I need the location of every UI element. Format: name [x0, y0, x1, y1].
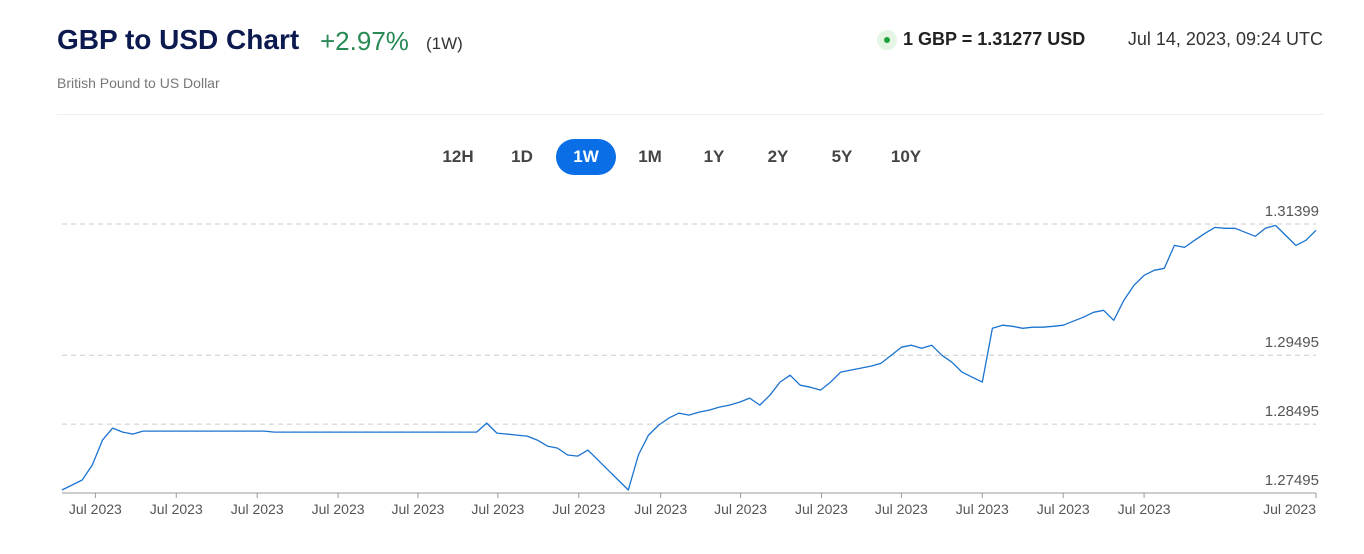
x-tick-label: Jul 2023: [795, 501, 848, 517]
range-tab[interactable]: 1M: [638, 147, 662, 166]
y-tick-label: 1.29495: [1265, 334, 1319, 351]
price-line: [61, 224, 1317, 491]
y-tick-label: 1.27495: [1265, 472, 1319, 489]
x-tick-label: Jul 2023: [552, 501, 605, 517]
period: (1W): [426, 34, 463, 53]
x-tick-label: Jul 2023: [634, 501, 687, 517]
x-tick-label: Jul 2023: [231, 501, 284, 517]
range-tab[interactable]: 1D: [511, 147, 533, 166]
range-tab[interactable]: 2Y: [767, 147, 789, 166]
x-tick-label: Jul 2023: [69, 501, 122, 517]
x-tick-label: Jul 2023: [1037, 501, 1090, 517]
y-tick-label: 1.31399: [1265, 203, 1319, 220]
change: +2.97%: [320, 26, 409, 56]
divider: [57, 114, 1323, 115]
range-tab[interactable]: 10Y: [890, 147, 922, 166]
live-dot: [877, 30, 897, 50]
y-tick-label: 1.28495: [1265, 403, 1319, 420]
x-tick-label: Jul 2023: [471, 501, 524, 517]
range-tab[interactable]: 5Y: [831, 147, 853, 166]
title: GBP to USD Chart: [57, 24, 300, 55]
range-tab[interactable]: 12H: [442, 147, 474, 166]
x-tick-label: Jul 2023: [1118, 501, 1171, 517]
rate: 1 GBP = 1.31277 USD: [903, 29, 1086, 49]
x-tick-label: Jul 2023: [312, 501, 365, 517]
x-tick-label: Jul 2023: [875, 501, 928, 517]
x-tick-label: Jul 2023: [150, 501, 203, 517]
range-tab[interactable]: 1W: [556, 139, 616, 175]
x-tick-label: Jul 2023: [1263, 501, 1316, 517]
x-tick-label: Jul 2023: [956, 501, 1009, 517]
timestamp: Jul 14, 2023, 09:24 UTC: [1127, 29, 1323, 49]
x-tick-label: Jul 2023: [392, 501, 445, 517]
subtitle: British Pound to US Dollar: [57, 75, 220, 91]
x-tick-label: Jul 2023: [714, 501, 767, 517]
tabs: 12H 1D 1W 1M 1Y 2Y 5Y 10Y: [0, 139, 1364, 175]
range-tab[interactable]: 1Y: [703, 147, 725, 166]
